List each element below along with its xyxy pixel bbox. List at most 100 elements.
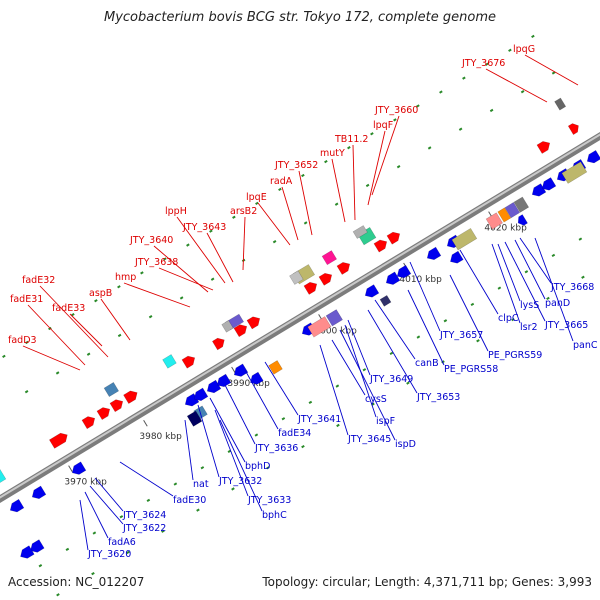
map-title: Mycobacterium bovis BCG str. Tokyo 172, …: [104, 10, 496, 25]
gene-feature: [485, 212, 503, 230]
gene-feature: [517, 214, 528, 226]
callout-line: [100, 298, 131, 341]
callout-line: [519, 237, 552, 284]
gene-label-JTY_3620: JTY_3620: [87, 549, 131, 560]
gene-feature: [321, 250, 338, 266]
callout-line: [89, 485, 124, 525]
spacer-dash: [24, 390, 29, 394]
tick-mark: [143, 420, 148, 427]
tick-label: 4010 kbp: [399, 275, 442, 285]
gene-label-JTY_3668: JTY_3668: [550, 282, 594, 293]
callout-line: [298, 170, 313, 236]
spacer-dash: [335, 384, 340, 388]
spacer-dash: [272, 240, 277, 244]
gene-label-bphC: bphC: [262, 510, 287, 521]
callout-line: [69, 313, 103, 347]
spacer-dash: [511, 317, 515, 322]
gene-feature: [109, 399, 124, 413]
callout-line: [22, 345, 81, 371]
callout-line: [206, 232, 234, 283]
gene-feature: [451, 227, 478, 251]
gene-labels: lpqGJTY_3676JTY_3660lpqFTB11.2mutYJTY_36…: [8, 44, 598, 560]
spacer-dash: [231, 487, 235, 491]
spacer-dash: [520, 90, 525, 94]
gene-feature: [373, 239, 388, 253]
callout-line: [409, 261, 441, 332]
spacer-dash: [389, 351, 394, 356]
spacer-dash: [443, 319, 448, 323]
genome-summary-text: Topology: circular; Length: 4,371,711 bp…: [262, 575, 592, 589]
gene-feature: [206, 379, 222, 394]
spacer-dash: [470, 302, 475, 307]
gene-label-JTY_3653: JTY_3653: [416, 392, 460, 403]
spacer-dash: [303, 221, 308, 225]
callout-line: [119, 461, 174, 497]
gene-label-lysS: lysS: [520, 300, 539, 311]
gene-label-lpqE: lpqE: [246, 192, 267, 203]
gene-feature: [567, 123, 579, 135]
gene-feature: [233, 363, 249, 377]
spacer-dash: [489, 108, 494, 113]
gene-label-lsr2: lsr2: [520, 322, 538, 333]
gene-feature: [386, 231, 401, 245]
spacer-dash: [370, 132, 374, 136]
gene-feature: [385, 271, 401, 285]
spacer-dash: [148, 315, 153, 319]
callout-line: [123, 282, 191, 308]
spacer-dash: [551, 253, 556, 258]
callout-line: [224, 384, 256, 445]
callout-line: [242, 216, 246, 271]
gene-feature: [162, 354, 177, 369]
spacer-dash: [146, 498, 151, 503]
spacer-dash: [65, 547, 70, 551]
callout-line: [319, 344, 349, 436]
tick-label: 4000 kbp: [314, 326, 357, 336]
gene-feature: [497, 207, 512, 223]
callout-line: [374, 299, 416, 360]
tick-label: 3970 kbp: [64, 477, 107, 487]
gene-label-JTY_3665: JTY_3665: [544, 320, 588, 331]
gene-label-PE_PGRS59: PE_PGRS59: [488, 350, 542, 361]
gene-feature: [561, 161, 588, 184]
gene-feature: [426, 246, 442, 261]
spacer-dash: [119, 515, 124, 519]
callout-line: [158, 267, 214, 291]
genome-backbone-highlight: [0, 133, 600, 499]
gene-feature: [246, 316, 261, 330]
callout-line: [27, 304, 86, 366]
callout-line: [367, 309, 418, 394]
callout-line: [514, 239, 546, 300]
spacer-dash: [117, 285, 121, 289]
spacer-dash: [524, 270, 529, 274]
gene-feature: [96, 407, 111, 421]
gene-label-JTY_3649: JTY_3649: [369, 374, 413, 385]
gene-feature: [536, 141, 551, 154]
spacer-dash: [531, 34, 535, 39]
gene-label-hmp: hmp: [115, 272, 136, 283]
spacer-dash: [439, 90, 443, 94]
spacer-dash: [508, 48, 512, 52]
gene-label-bphD: bphD: [245, 461, 270, 472]
spacer-dash: [163, 257, 167, 261]
gene-feature: [221, 320, 234, 333]
gene-label-panD: panD: [545, 298, 570, 309]
callout-line: [449, 274, 489, 352]
gene-feature: [450, 250, 464, 264]
callout-line: [459, 249, 499, 315]
spacer-dash: [196, 508, 200, 512]
spacer-dash: [200, 466, 205, 470]
gene-feature: [504, 202, 521, 219]
gene-label-ispD: ispD: [395, 439, 416, 450]
spacer-dash: [94, 299, 98, 303]
gene-feature: [268, 360, 283, 375]
spacer-dash: [232, 215, 236, 219]
gene-feature: [364, 284, 380, 298]
callout-line: [197, 404, 220, 478]
spacer-dash: [56, 593, 60, 597]
gene-label-JTY_3622: JTY_3622: [122, 523, 166, 534]
gene-label-clpC: clpC: [498, 313, 519, 324]
callout-line: [244, 369, 279, 430]
callout-line: [79, 499, 89, 551]
spacer-dash: [301, 173, 305, 178]
spacer-dash: [485, 62, 489, 66]
